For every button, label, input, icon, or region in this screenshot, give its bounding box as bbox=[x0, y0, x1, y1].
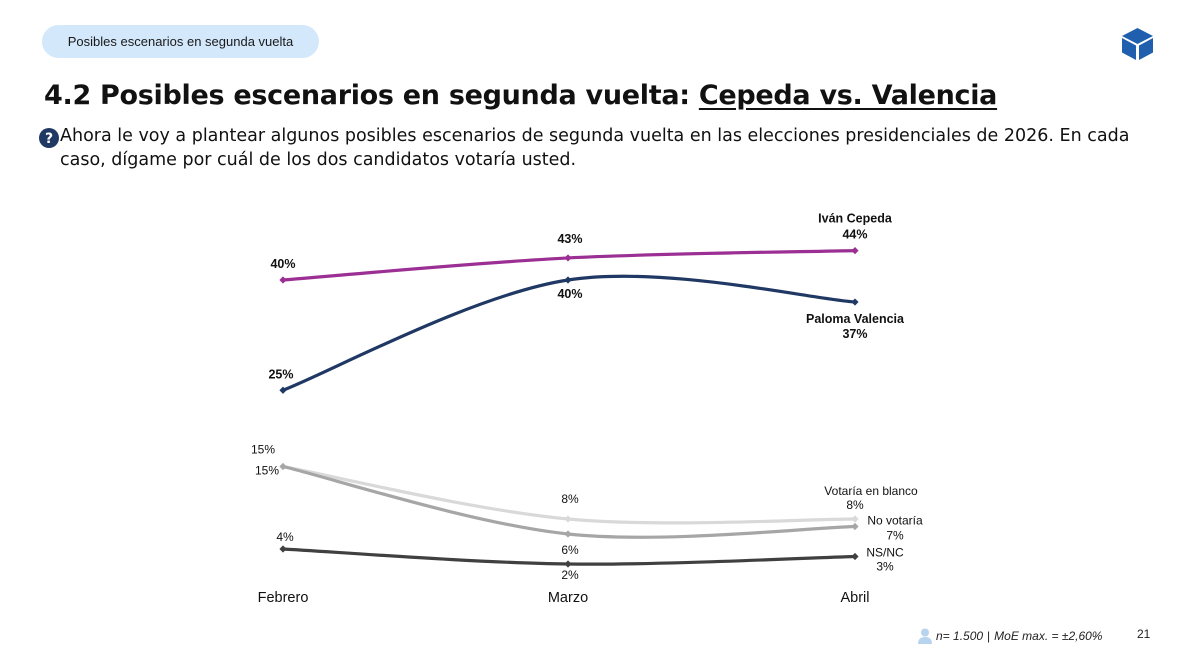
svg-text:?: ? bbox=[45, 131, 53, 147]
margin-of-error: MoE max. = ±2,60% bbox=[994, 629, 1103, 643]
data-point-votaria-en-blanco-2 bbox=[851, 515, 859, 523]
x-tick-label-marzo: Marzo bbox=[548, 590, 588, 606]
data-label-ns-nc-2: 3% bbox=[876, 560, 894, 574]
sample-size: n= 1.500 bbox=[936, 629, 984, 643]
series-name-votaria-en-blanco: Votaría en blanco bbox=[824, 484, 918, 498]
data-label-no-votaria-0: 15% bbox=[255, 464, 279, 478]
data-label-paloma-valencia-2: 37% bbox=[842, 327, 867, 341]
person-icon bbox=[918, 628, 932, 644]
data-point-paloma-valencia-0 bbox=[279, 386, 287, 394]
data-label-paloma-valencia-0: 25% bbox=[268, 367, 293, 381]
data-label-ivan-cepeda-1: 43% bbox=[557, 232, 582, 246]
data-label-votaria-en-blanco-0: 15% bbox=[251, 443, 275, 457]
question-text: Ahora le voy a plantear algunos posibles… bbox=[60, 126, 1130, 170]
series-name-ivan-cepeda: Iván Cepeda bbox=[818, 212, 893, 226]
data-label-no-votaria-2: 7% bbox=[886, 529, 904, 543]
data-point-ivan-cepeda-2 bbox=[851, 247, 859, 255]
data-label-ivan-cepeda-0: 40% bbox=[270, 257, 295, 271]
data-point-no-votaria-1 bbox=[564, 530, 572, 538]
data-label-paloma-valencia-1: 40% bbox=[557, 287, 582, 301]
page-number: 21 bbox=[1137, 627, 1151, 641]
data-point-votaria-en-blanco-1 bbox=[564, 515, 572, 523]
series-name-ns-nc: NS/NC bbox=[866, 546, 904, 560]
x-tick-label-febrero: Febrero bbox=[258, 590, 309, 606]
data-point-ivan-cepeda-1 bbox=[564, 254, 572, 262]
data-point-ns-nc-2 bbox=[851, 552, 859, 561]
x-tick-label-abril: Abril bbox=[840, 590, 869, 606]
data-point-no-votaria-0 bbox=[279, 462, 287, 471]
data-point-paloma-valencia-2 bbox=[851, 298, 859, 306]
series-line-ivan-cepeda bbox=[281, 249, 857, 282]
series-name-no-votaria: No votaría bbox=[867, 514, 923, 528]
data-label-ns-nc-1: 2% bbox=[561, 568, 579, 582]
series-name-paloma-valencia: Paloma Valencia bbox=[806, 312, 905, 326]
section-pill-label: Posibles escenarios en segunda vuelta bbox=[67, 34, 294, 49]
data-point-ns-nc-1 bbox=[564, 560, 572, 568]
footer-note: n= 1.500 | MoE max. = ±2,60% bbox=[918, 626, 1102, 646]
cube-logo-icon bbox=[1122, 28, 1153, 60]
data-point-ns-nc-0 bbox=[279, 545, 287, 553]
data-label-ivan-cepeda-2: 44% bbox=[842, 228, 867, 242]
section-pill: Posibles escenarios en segunda vuelta bbox=[42, 25, 319, 58]
question-icon: ? bbox=[39, 128, 59, 148]
data-point-no-votaria-2 bbox=[851, 522, 859, 531]
data-label-votaria-en-blanco-1: 8% bbox=[561, 492, 579, 506]
data-label-votaria-en-blanco-2: 8% bbox=[846, 498, 864, 512]
data-label-no-votaria-1: 6% bbox=[561, 543, 579, 557]
data-label-ns-nc-0: 4% bbox=[276, 530, 294, 544]
footer-separator: | bbox=[987, 629, 991, 643]
title-prefix: 4.2 Posibles escenarios en segunda vuelt… bbox=[44, 80, 699, 111]
page-title: 4.2 Posibles escenarios en segunda vuelt… bbox=[44, 80, 997, 111]
title-highlight: Cepeda vs. Valencia bbox=[698, 80, 998, 111]
data-point-paloma-valencia-1 bbox=[564, 276, 572, 284]
data-point-ivan-cepeda-0 bbox=[279, 276, 287, 284]
